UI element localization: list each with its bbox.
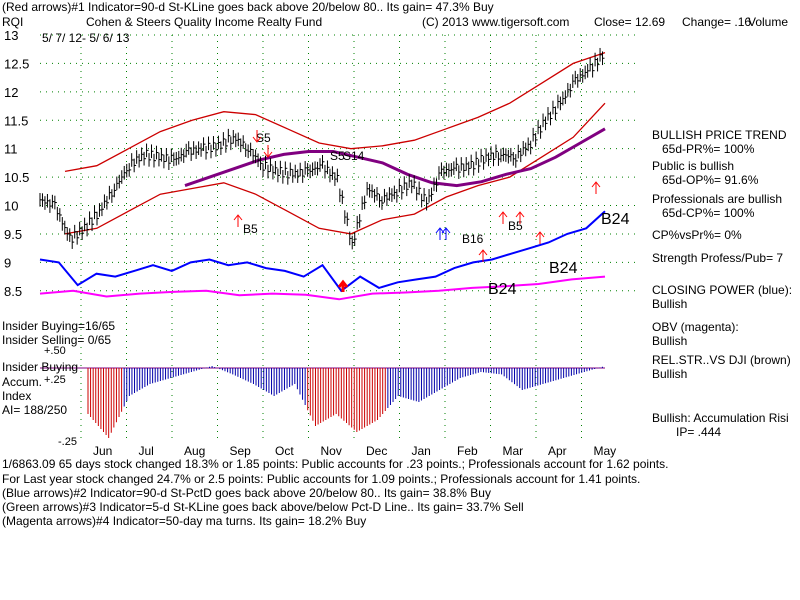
closing-power-value: Bullish	[652, 297, 688, 311]
sell-arrow	[263, 145, 273, 158]
signal-label-b5: B5	[243, 222, 258, 236]
red-arrow	[478, 249, 488, 262]
accum-title: Bullish: Accumulation Risi	[652, 411, 789, 425]
footer-line-1: 1/6863.09 65 days stock changed 18.3% or…	[2, 457, 669, 471]
y-tick-label: 8.5	[4, 284, 22, 299]
y-tick-label: 9.5	[4, 227, 22, 242]
accum-plus50: +.50	[44, 345, 66, 357]
accumulation-bars	[40, 366, 605, 438]
bands	[64, 51, 606, 235]
relstr-title: REL.STR..VS DJI (brown)	[652, 353, 791, 367]
bpt-value: 65d-PR%= 100%	[662, 142, 755, 156]
red-arrow	[233, 214, 243, 227]
accum-label: Accum.	[2, 375, 43, 389]
footer-line-4: (Green arrows)#3 Indicator=5-d St-KLine …	[2, 500, 524, 514]
y-axis-ticks: 8.5 9 9.5 10 10.5 11 11.5 12 12.5 13	[4, 28, 29, 299]
signal-label-s5: S5	[256, 131, 271, 145]
blue-arrow	[435, 227, 445, 240]
footer-line-3: (Blue arrows)#2 Indicator=90-d St-PctD g…	[2, 486, 491, 500]
ma50-line	[184, 127, 606, 188]
footer-line-2: For Last year stock changed 24.7% or 2.5…	[2, 472, 641, 486]
pros-value: 65d-CP%= 100%	[662, 206, 755, 220]
closing-power-line	[39, 210, 606, 293]
obv-line	[39, 275, 606, 301]
lower-band-line	[64, 102, 606, 235]
cp-vs-pr: CP%vsPr%= 0%	[652, 228, 742, 242]
signal-label-s14: S14	[343, 149, 365, 163]
month-label: Oct	[275, 444, 294, 458]
big-red-arrow	[337, 279, 349, 292]
red-arrow	[535, 231, 545, 244]
y-tick-label: 9	[4, 255, 11, 270]
month-label: Jan	[412, 444, 431, 458]
chart-grid	[40, 34, 640, 440]
insider-buying-label: Insider Buying	[2, 360, 79, 374]
month-label: Nov	[321, 444, 342, 458]
date-range: 5/ 7/ 12- 5/ 6/ 13	[42, 31, 130, 45]
y-tick-label: 12.5	[4, 56, 29, 71]
y-tick-label: 10.5	[4, 170, 29, 185]
red-arrow	[591, 181, 601, 194]
month-label: May	[594, 444, 617, 458]
month-label: Apr	[548, 444, 567, 458]
change-value: Change= .16	[682, 15, 752, 29]
red-arrow	[515, 211, 525, 224]
rqi-label: RQI	[2, 15, 24, 29]
insider-buying: Insider Buying=16/65	[2, 319, 116, 333]
y-tick-label: 11	[4, 142, 18, 157]
month-label: Sep	[230, 444, 252, 458]
public-value: 65d-OP%= 91.6%	[662, 173, 759, 187]
red-arrow	[498, 211, 508, 224]
y-tick-label: 12	[4, 85, 18, 100]
public-title: Public is bullish	[652, 159, 735, 173]
insider-selling: Insider Selling= 0/65	[2, 333, 112, 347]
obv-value: Bullish	[652, 334, 688, 348]
y-tick-label: 11.5	[4, 113, 28, 128]
month-label: Aug	[184, 444, 205, 458]
red-arrows-indicator: (Red arrows)#1 Indicator=90-d St-KLine g…	[2, 0, 494, 14]
accum-value: IP= .444	[676, 425, 722, 439]
month-label: Dec	[366, 444, 387, 458]
signal-label-s5: S5	[330, 149, 345, 163]
signal-label-b24: B24	[549, 260, 578, 277]
obv-title: OBV (magenta):	[652, 320, 739, 334]
copyright: (C) 2013 www.tigersoft.com	[422, 15, 570, 29]
index-label: Index	[2, 389, 32, 403]
sell-arrow	[252, 130, 262, 143]
signal-label-b24: B24	[488, 281, 517, 298]
month-label: Feb	[457, 444, 478, 458]
ai-value: AI= 188/250	[2, 403, 68, 417]
fund-name: Cohen & Steers Quality Income Realty Fun…	[86, 15, 323, 29]
series	[39, 47, 606, 301]
month-label: Jul	[139, 444, 154, 458]
signal-label-b5: B5	[508, 219, 523, 233]
x-axis-months: Jun Jul Aug Sep Oct Nov Dec Jan Feb Mar Apr May	[93, 444, 616, 458]
close-price: Close= 12.69	[594, 15, 666, 29]
y-tick-label: 10	[4, 199, 18, 214]
month-label: Mar	[503, 444, 524, 458]
volume-label: Volume	[748, 15, 789, 29]
blue-arrow	[441, 227, 451, 240]
y-tick-label: 13	[4, 28, 18, 43]
footer-line-5: (Magenta arrows)#4 Indicator=50-day ma t…	[2, 514, 367, 528]
signal-label-b16: B16	[462, 232, 484, 246]
strength-ratio: Strength Profess/Pub= 7	[652, 251, 784, 265]
accum-plus25: +.25	[44, 374, 66, 386]
accum-minus25: -.25	[58, 436, 77, 448]
closing-power-title: CLOSING POWER (blue):	[652, 283, 793, 297]
month-label: Jun	[93, 444, 112, 458]
relstr-value: Bullish	[652, 367, 688, 381]
pros-title: Professionals are bullish	[652, 192, 783, 206]
signal-label-b24: B24	[601, 211, 630, 228]
upper-band-line	[64, 51, 606, 173]
bpt-title: BULLISH PRICE TREND	[652, 128, 787, 142]
